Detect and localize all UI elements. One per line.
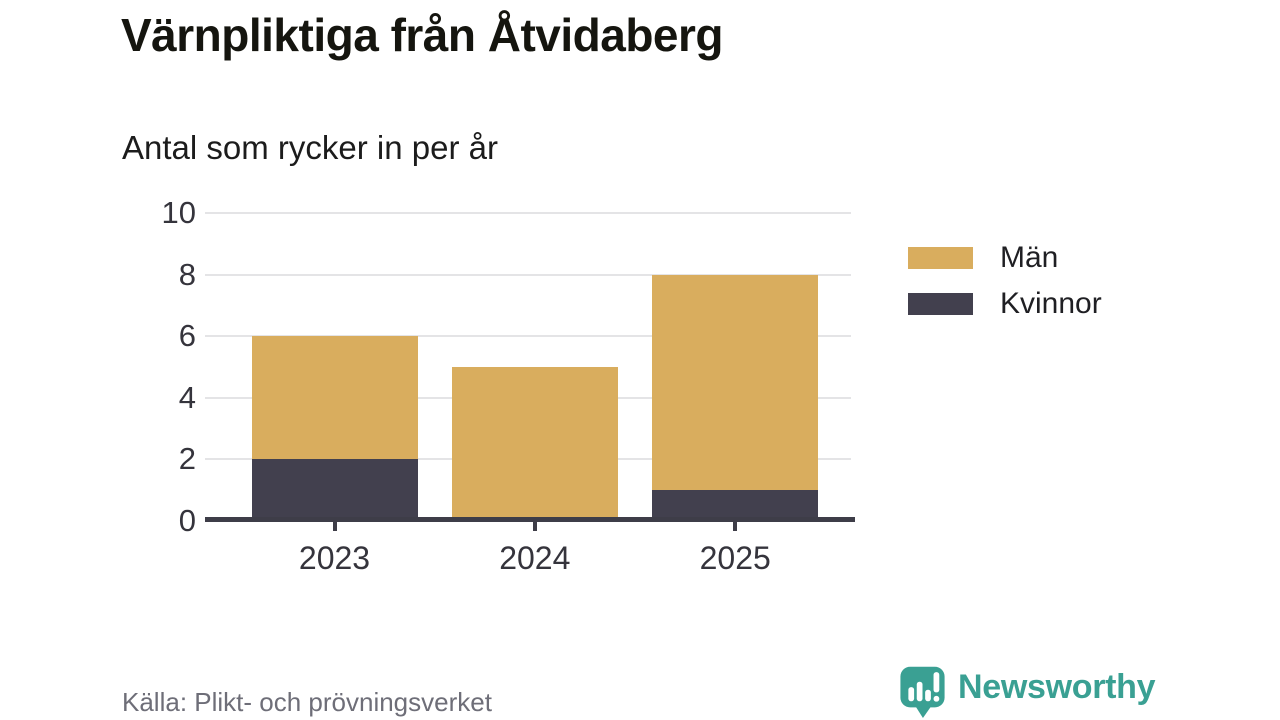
y-axis-label-2: 2 [178, 441, 196, 477]
x-tick-2024 [532, 522, 537, 531]
gridline-y10 [205, 212, 851, 214]
y-axis-label-4: 4 [178, 379, 196, 415]
newsworthy-wordmark: Newsworthy [958, 668, 1156, 706]
x-axis-line [205, 517, 855, 522]
gridline-y8 [205, 273, 851, 276]
x-tick-2025 [733, 522, 738, 531]
x-axis-label-2024: 2024 [499, 540, 571, 576]
y-axis-label-10: 10 [161, 195, 196, 230]
source-note: Källa: Plikt- och prövningsverket [122, 687, 492, 717]
bar-2025-kvinnor [652, 490, 819, 521]
bar-2023-kvinnor [251, 459, 418, 521]
y-axis-label-0: 0 [178, 503, 196, 538]
gridline-y6 [205, 335, 851, 338]
newsworthy-chart-bubble-icon [900, 666, 945, 718]
bar-2025-män [652, 274, 819, 491]
y-axis-label-8: 8 [178, 256, 196, 292]
chart-title: Värnpliktiga från Åtvidaberg [121, 9, 724, 61]
x-axis-label-2025: 2025 [699, 540, 771, 576]
chart-subtitle: Antal som rycker in per år [122, 129, 498, 166]
bar-2023-män [251, 336, 418, 460]
x-tick-2023 [332, 522, 337, 531]
bar-2024-män [451, 367, 618, 521]
x-axis-label-2023: 2023 [298, 540, 371, 576]
y-axis-label-6: 6 [178, 318, 196, 354]
newsworthy-logo: Newsworthy [896, 664, 1156, 719]
